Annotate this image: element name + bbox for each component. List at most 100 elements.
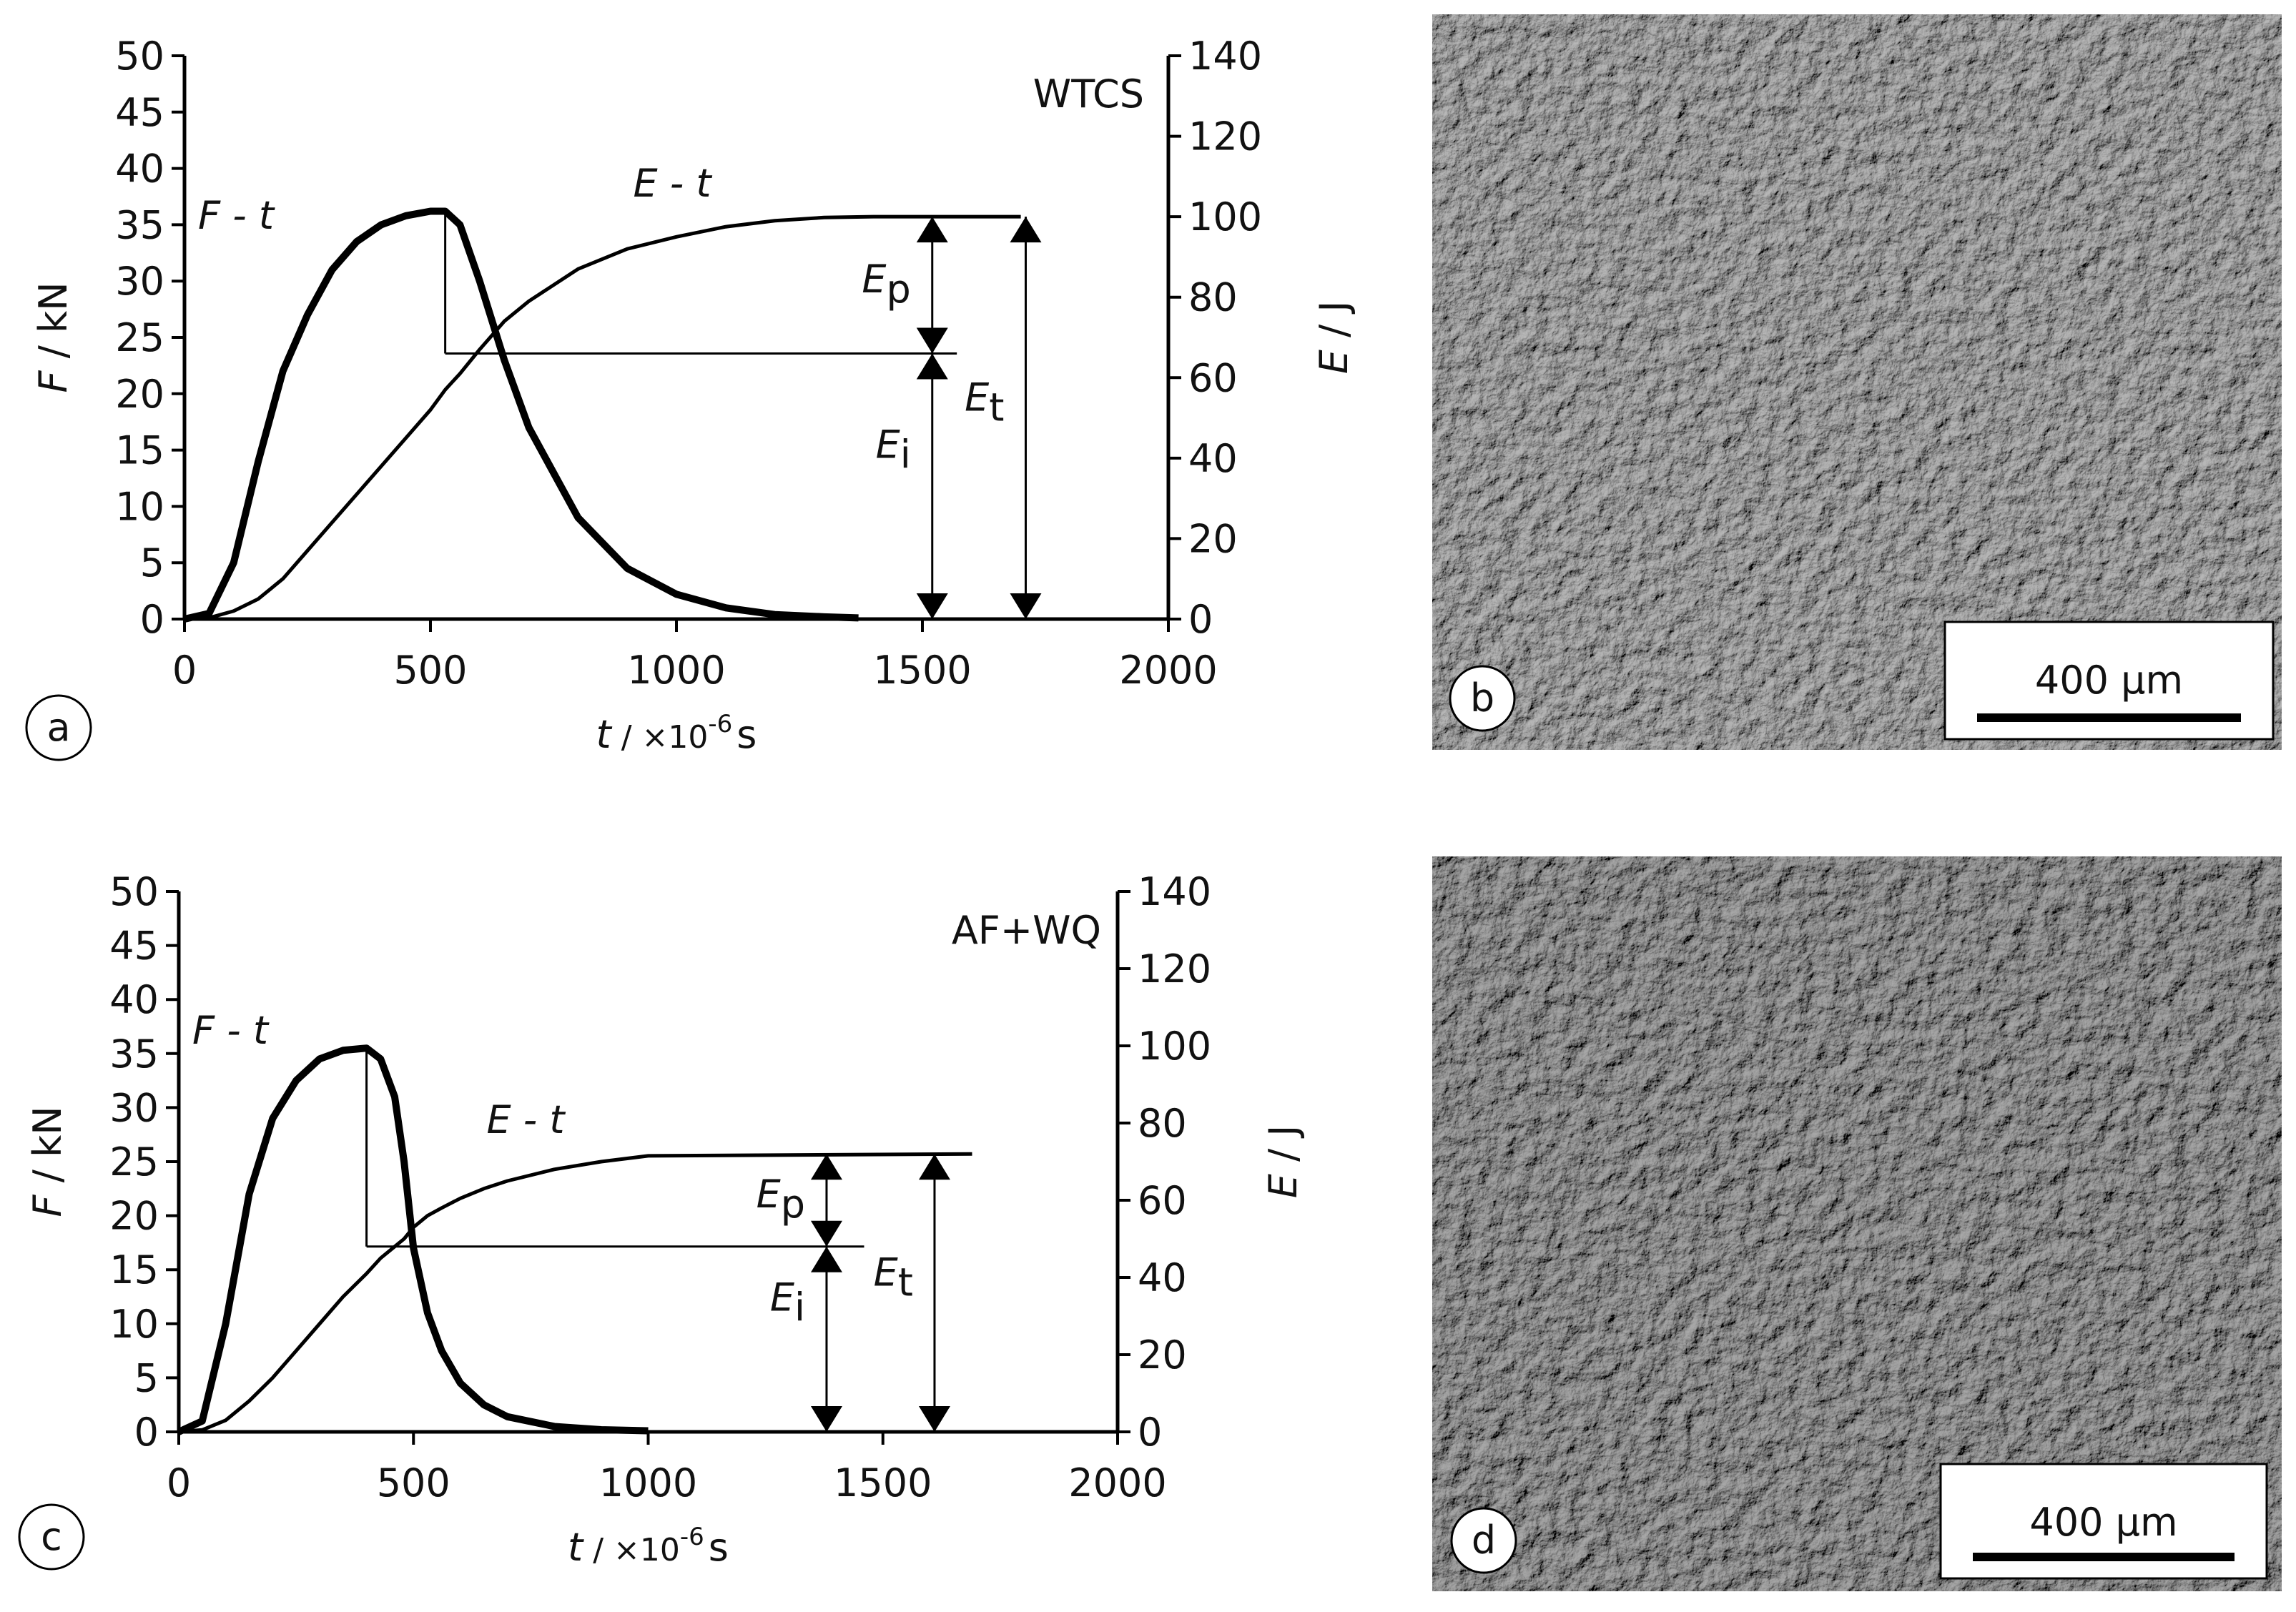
x-tick-label: 0 (167, 1460, 191, 1505)
y-axis-label: F / kN (31, 282, 76, 392)
panel-label: a (46, 705, 70, 750)
y2-label-symbol: E (1311, 349, 1356, 374)
series-label: E - t (486, 1097, 566, 1142)
y-tick-label: 10 (109, 1302, 159, 1347)
energy-label: Et (874, 1250, 913, 1305)
energy-subscript: p (886, 267, 910, 312)
y2-tick-label: 20 (1188, 516, 1238, 561)
condition-tag: WTCS (1033, 71, 1144, 117)
x-label-unit-end: s (736, 712, 757, 757)
energy-symbol: E (874, 1250, 899, 1295)
y-tick-label: 15 (115, 428, 164, 473)
x-label-unit: / ×10 (583, 1532, 680, 1568)
arrow-head (916, 327, 948, 354)
energy-symbol: E (770, 1275, 795, 1320)
y-label-unit: / kN (31, 282, 76, 370)
y2-tick-label: 60 (1188, 355, 1238, 400)
y2-tick-label: 20 (1138, 1332, 1187, 1378)
x-label-exponent: -6 (680, 1523, 704, 1551)
y-tick-label: 45 (109, 924, 159, 969)
x-label-symbol: t (596, 712, 613, 757)
y-tick-label: 35 (109, 1032, 159, 1077)
x-tick-label: 1500 (834, 1460, 932, 1505)
y2-tick-label: 100 (1188, 194, 1262, 239)
y-axis-label: F / kN (25, 1106, 70, 1217)
y2-tick-label: 40 (1188, 436, 1238, 481)
panel-label: d (1472, 1518, 1496, 1563)
arrow-head (918, 1154, 950, 1180)
y-label-symbol: F (25, 1195, 70, 1217)
y2-tick-label: 120 (1188, 114, 1262, 159)
arrow-head (916, 217, 948, 243)
y-tick-label: 50 (109, 869, 159, 914)
y-tick-label: 35 (115, 202, 164, 247)
y-tick-label: 0 (134, 1410, 159, 1455)
y-label-symbol: F (31, 370, 76, 393)
x-tick-label: 500 (377, 1460, 450, 1505)
y-tick-label: 50 (115, 34, 164, 79)
y-tick-label: 15 (109, 1247, 159, 1292)
y2-tick-label: 80 (1188, 275, 1238, 320)
y2-axis-label: E / J (1261, 1125, 1306, 1199)
y-tick-label: 20 (109, 1194, 159, 1239)
x-axis-label: t / ×10-6 s (568, 1523, 729, 1570)
series-line (184, 214, 1021, 621)
energy-label: Ep (757, 1172, 805, 1227)
y2-tick-label: 120 (1138, 946, 1211, 992)
y-tick-label: 40 (115, 147, 164, 192)
energy-symbol: E (876, 422, 901, 467)
y2-tick-label: 140 (1188, 34, 1262, 79)
x-label-unit: / ×10 (611, 719, 709, 756)
energy-subscript: i (900, 432, 911, 477)
arrow-head (1010, 593, 1042, 619)
y2-label-unit: / J (1261, 1125, 1306, 1174)
x-tick-label: 500 (393, 648, 467, 693)
panel-circle (18, 1503, 85, 1571)
x-tick-label: 1000 (627, 648, 725, 693)
y2-tick-label: 0 (1138, 1410, 1162, 1455)
x-tick-label: 1000 (599, 1460, 697, 1505)
arrow-head (1010, 217, 1042, 243)
energy-subscript: i (794, 1285, 805, 1330)
arrow-head (916, 353, 948, 380)
energy-label: Ei (876, 422, 911, 477)
energy-subscript: p (781, 1182, 805, 1227)
y-tick-label: 5 (134, 1355, 159, 1400)
y2-axis-label: E / J (1311, 301, 1356, 375)
panel-circle (1450, 1507, 1517, 1574)
y2-tick-label: 40 (1138, 1255, 1187, 1300)
y-tick-label: 20 (115, 372, 164, 417)
y-tick-label: 5 (140, 540, 164, 585)
x-tick-label: 0 (172, 648, 197, 693)
x-label-unit-end: s (709, 1525, 729, 1570)
energy-symbol: E (965, 375, 990, 420)
series-label: F - t (192, 1008, 270, 1053)
energy-label: Ep (862, 257, 910, 312)
y-tick-label: 25 (109, 1139, 159, 1185)
panel-circle (1449, 665, 1516, 732)
arrow-head (918, 1406, 950, 1432)
arrow-head (810, 1406, 842, 1432)
y-tick-label: 30 (109, 1085, 159, 1130)
arrow-head (810, 1246, 842, 1272)
condition-tag: AF+WQ (952, 908, 1101, 953)
y-tick-label: 10 (115, 484, 164, 529)
arrow-head (916, 593, 948, 619)
y2-label-unit: / J (1311, 301, 1356, 350)
y-label-unit: / kN (25, 1106, 70, 1195)
energy-subscript: t (898, 1260, 913, 1305)
panel-label: b (1470, 676, 1494, 721)
y2-tick-label: 80 (1138, 1101, 1187, 1146)
x-tick-label: 2000 (1119, 648, 1217, 693)
y-tick-label: 0 (140, 597, 164, 642)
series-label: E - t (633, 161, 712, 206)
series-line (177, 1044, 649, 1435)
y2-tick-label: 0 (1188, 597, 1213, 642)
energy-label: Ei (770, 1275, 805, 1330)
scale-bar-label: 400 µm (2035, 658, 2183, 703)
x-label-exponent: -6 (708, 710, 732, 738)
y-tick-label: 40 (109, 977, 159, 1022)
arrow-head (810, 1220, 842, 1247)
y2-tick-label: 140 (1138, 869, 1211, 914)
y2-label-symbol: E (1261, 1173, 1306, 1198)
